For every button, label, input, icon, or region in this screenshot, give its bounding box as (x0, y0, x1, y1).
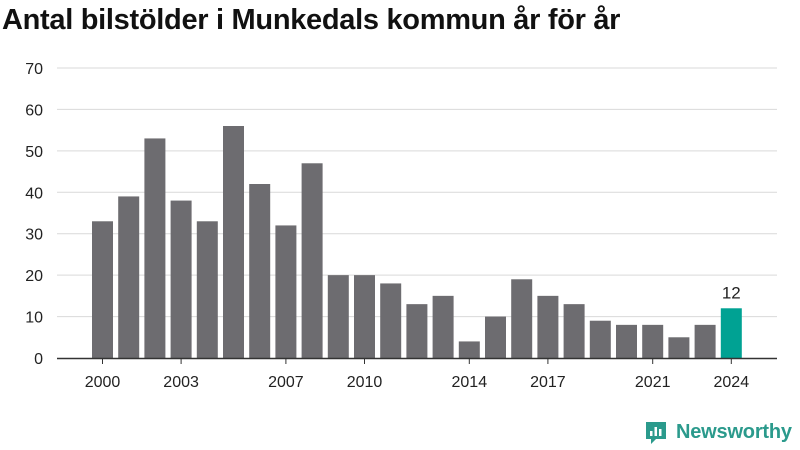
bars (92, 126, 742, 358)
bar-2008 (301, 163, 323, 358)
x-tick-label: 2010 (347, 374, 383, 391)
x-tick-label: 2014 (452, 374, 488, 391)
bar-2016 (511, 279, 533, 358)
x-tick-label: 2017 (530, 374, 566, 391)
bar-2018 (563, 304, 585, 358)
x-tick-label: 2003 (163, 374, 199, 391)
newsworthy-logo-icon (646, 422, 666, 444)
bar-2013 (432, 295, 454, 358)
y-tick-label: 20 (25, 268, 43, 285)
x-tick-label: 2024 (714, 374, 750, 391)
bar-2017 (537, 295, 559, 358)
bar-2006 (249, 184, 271, 358)
y-tick-label: 60 (25, 102, 43, 119)
brand-name: Newsworthy (676, 420, 792, 443)
bar-2015 (485, 316, 506, 358)
y-tick-label: 0 (34, 351, 43, 368)
bar-2005 (223, 126, 244, 358)
y-axis-ticks: 0 10 20 30 40 50 60 70 (25, 61, 43, 368)
x-tick-label: 2021 (635, 374, 671, 391)
bar-2011 (380, 283, 402, 358)
x-axis-ticks: 2000 2003 2007 2010 2014 2017 2021 2024 (57, 357, 777, 391)
x-tick-label: 2000 (85, 374, 121, 391)
bar-2001 (118, 196, 140, 358)
y-tick-label: 30 (25, 227, 43, 244)
bar-2023 (694, 324, 716, 358)
bar-2010 (354, 275, 375, 358)
bar-2007 (275, 225, 297, 358)
bar-2024 (720, 308, 742, 358)
bar-2003 (170, 200, 192, 358)
y-tick-label: 50 (25, 144, 43, 161)
bar-2021 (642, 324, 664, 358)
x-tick-label: 2007 (268, 374, 304, 391)
bar-2022 (668, 337, 690, 358)
bar-2020 (616, 324, 637, 358)
bar-2000 (92, 221, 113, 358)
data-labels: 12 (722, 283, 741, 302)
bar-2009 (327, 275, 349, 358)
bar-2004 (196, 221, 218, 358)
bar-2014 (458, 341, 480, 358)
bar-2002 (144, 138, 166, 358)
y-tick-label: 40 (25, 185, 43, 202)
y-tick-label: 10 (25, 310, 43, 327)
bar-2019 (589, 320, 611, 358)
chart-title: Antal bilstölder i Munkedals kommun år f… (2, 4, 621, 36)
data-label: 12 (722, 283, 741, 302)
y-tick-label: 70 (25, 61, 43, 78)
brand-logo: Newsworthy (644, 420, 792, 444)
bar-2012 (406, 304, 428, 358)
